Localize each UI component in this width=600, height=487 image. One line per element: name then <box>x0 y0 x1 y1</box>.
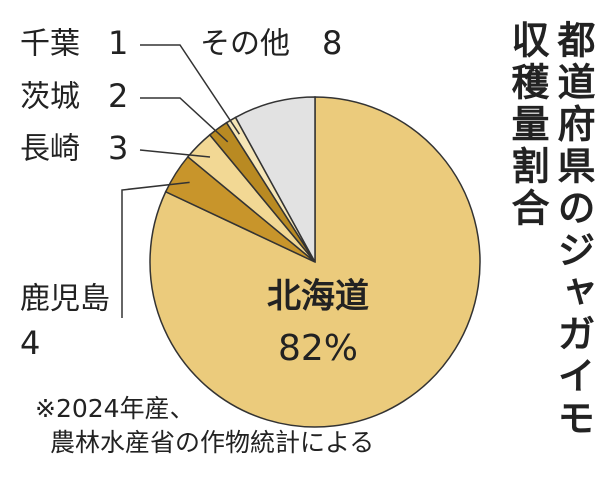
leader-line <box>140 97 229 143</box>
slice-label: 千葉 <box>20 27 80 62</box>
slice-label: 北海道 <box>267 277 369 317</box>
leader-line <box>139 149 211 158</box>
slice-value: 4 <box>20 324 40 362</box>
leader-line <box>140 44 241 135</box>
slice-value: 1 <box>108 24 128 62</box>
slice-label: 鹿児島 <box>20 282 110 317</box>
slice-value: 3 <box>108 129 128 167</box>
leader-line <box>121 181 190 318</box>
slice-value: 2 <box>108 77 128 115</box>
pie-slice <box>234 96 316 263</box>
slice-label: 茨城 <box>20 80 80 115</box>
slice-value: 82% <box>278 328 358 369</box>
slice-value: 8 <box>322 24 342 62</box>
note: ※2024年産、 <box>35 394 195 423</box>
slice-label: 長崎 <box>20 132 80 167</box>
note: 農林水産省の作物統計による <box>50 428 374 457</box>
chart-title: 都道府県のジャガイモ収穫量割合 <box>505 20 595 440</box>
slice-label: その他 <box>200 27 290 62</box>
